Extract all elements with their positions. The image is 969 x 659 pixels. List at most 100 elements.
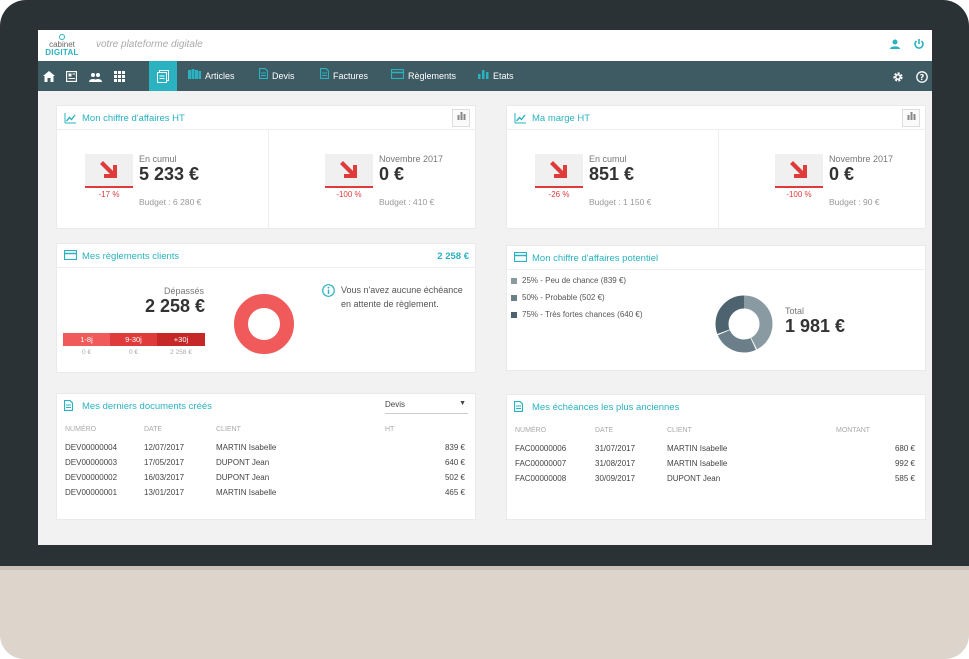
cell-amount: 992 € xyxy=(894,459,915,468)
column-header: NUMÉRO xyxy=(515,427,547,434)
nav-reglements-label: Règlements xyxy=(408,71,457,81)
nav-devis[interactable]: Devis xyxy=(258,61,295,91)
no-pending-message: Vous n'avez aucune échéance en attente d… xyxy=(341,285,463,309)
ca-cumul-label: En cumul xyxy=(139,154,177,164)
cell-number: DEV00000004 xyxy=(65,443,118,452)
growth-chart-icon xyxy=(514,112,527,127)
ca-cumul-value: 5 233 € xyxy=(139,164,200,184)
help-icon[interactable]: ? xyxy=(911,61,932,91)
donut-slice-75 xyxy=(715,295,773,353)
marge-cumul-pct: -26 % xyxy=(548,190,570,199)
cell-amount: 502 € xyxy=(444,473,465,482)
cell-date: 31/08/2017 xyxy=(595,459,636,468)
potentiel-card: Mon chiffre d'affaires potentiel 25% - P… xyxy=(506,245,926,371)
bar-chart-toggle-button[interactable] xyxy=(452,109,470,127)
potentiel-card-header: Mon chiffre d'affaires potentiel xyxy=(507,246,925,270)
ca-month-budget: Budget : 410 € xyxy=(379,197,435,207)
cell-number: FAC00000008 xyxy=(515,474,567,483)
legend-item-75: 75% - Très fortes chances (640 €) xyxy=(511,310,643,319)
app-screen: cabinet DIGITAL votre plateforme digital… xyxy=(38,30,932,545)
document-icon xyxy=(63,399,74,414)
overdue-donut xyxy=(234,294,294,354)
document-icon xyxy=(513,400,524,415)
documents-card-title: Mes derniers documents créés xyxy=(82,401,212,412)
home-icon[interactable] xyxy=(38,61,60,91)
legend-label: 25% - Peu de chance (839 €) xyxy=(522,276,627,285)
legend-swatch xyxy=(511,277,517,284)
column-header: NUMÉRO xyxy=(65,426,97,433)
overdue-label: Dépassés xyxy=(163,286,204,296)
ca-card-header: Mon chiffre d'affaires HT xyxy=(57,106,475,130)
cell-client: MARTIN Isabelle xyxy=(667,444,728,453)
user-icon[interactable] xyxy=(888,38,902,52)
marge-cumul-label: En cumul xyxy=(589,154,627,164)
nav-articles[interactable]: Articles xyxy=(188,61,235,91)
marge-cumul-trend: -26 % xyxy=(535,154,583,204)
echeances-card: Mes échéances les plus anciennes NUMÉRO … xyxy=(506,394,926,520)
marge-card-header: Ma marge HT xyxy=(507,106,925,130)
echeances-card-title: Mes échéances les plus anciennes xyxy=(532,402,680,413)
nav-articles-label: Articles xyxy=(205,71,235,81)
segment-1-8j: 1-8j xyxy=(63,333,110,346)
potentiel-card-title: Mon chiffre d'affaires potentiel xyxy=(532,253,659,264)
legend-item-50: 50% - Probable (502 €) xyxy=(511,293,605,302)
gear-icon[interactable] xyxy=(887,61,909,91)
logo-top-text: cabinet xyxy=(49,40,75,49)
cell-client: DUPONT Jean xyxy=(667,474,721,483)
document-type-value: Devis xyxy=(385,400,406,409)
ca-card: Mon chiffre d'affaires HT -17 % En cumul… xyxy=(56,105,476,230)
documents-card-header: Mes derniers documents créés Devis ▼ xyxy=(57,394,475,418)
cell-client: MARTIN Isabelle xyxy=(667,459,728,468)
segment-30j-value: 2 258 € xyxy=(170,349,192,356)
bar-chart-toggle-button[interactable] xyxy=(902,109,920,127)
arrow-down-right-icon xyxy=(550,161,567,178)
card-icon xyxy=(63,249,78,263)
reglements-card: Mes règlements clients 2 258 € Dépassés … xyxy=(56,243,476,373)
column-header: HT xyxy=(385,426,395,433)
ca-month-trend: -100 % xyxy=(325,154,373,204)
nav-devis-label: Devis xyxy=(272,71,295,81)
document-type-select[interactable]: Devis ▼ xyxy=(385,400,468,414)
donut-slice-50 xyxy=(715,295,773,353)
ca-cumul-budget: Budget : 6 280 € xyxy=(139,197,202,207)
divider xyxy=(718,130,719,230)
legend-swatch xyxy=(511,311,517,318)
nav-reglements[interactable]: Règlements xyxy=(390,61,457,91)
marge-month-pct: -100 % xyxy=(786,190,812,199)
power-icon[interactable] xyxy=(912,38,926,52)
overdue-value: 2 258 € xyxy=(144,296,205,316)
tagline: votre plateforme digitale xyxy=(96,39,203,50)
growth-chart-icon xyxy=(64,112,77,127)
segment-1-8j-value: 0 € xyxy=(81,349,92,356)
info-icon xyxy=(322,284,336,298)
cell-client: DUPONT Jean xyxy=(216,458,270,467)
cell-number: DEV00000003 xyxy=(65,458,118,467)
cell-date: 12/07/2017 xyxy=(144,443,185,452)
cell-amount: 839 € xyxy=(444,443,465,452)
segment-9-30j-value: 0 € xyxy=(128,349,139,356)
logo[interactable]: cabinet DIGITAL xyxy=(43,34,81,57)
users-icon[interactable] xyxy=(84,61,106,91)
nav-etats[interactable]: Etats xyxy=(478,61,514,91)
nav-factures[interactable]: Factures xyxy=(319,61,368,91)
cell-client: MARTIN Isabelle xyxy=(216,443,277,452)
newspaper-icon[interactable] xyxy=(60,61,82,91)
potentiel-donut xyxy=(715,295,773,353)
legend-label: 50% - Probable (502 €) xyxy=(522,293,605,302)
chevron-down-icon: ▼ xyxy=(459,400,466,407)
arrow-down-right-icon xyxy=(100,161,117,178)
marge-month-value: 0 € xyxy=(829,164,855,184)
marge-cumul-value: 851 € xyxy=(589,164,635,184)
cell-number: FAC00000007 xyxy=(515,459,567,468)
echeances-card-header: Mes échéances les plus anciennes xyxy=(507,395,925,419)
grid-icon[interactable] xyxy=(108,61,130,91)
logo-bottom-text: DIGITAL xyxy=(45,48,79,57)
cell-date: 31/07/2017 xyxy=(595,444,636,453)
legend-swatch xyxy=(511,294,517,301)
documents-section-icon[interactable] xyxy=(149,61,177,91)
marge-card-title: Ma marge HT xyxy=(532,113,591,124)
cell-date: 16/03/2017 xyxy=(144,473,185,482)
ca-month-pct: -100 % xyxy=(336,190,362,199)
legend-item-25: 25% - Peu de chance (839 €) xyxy=(511,276,626,285)
reglements-total: 2 258 € xyxy=(437,251,469,262)
